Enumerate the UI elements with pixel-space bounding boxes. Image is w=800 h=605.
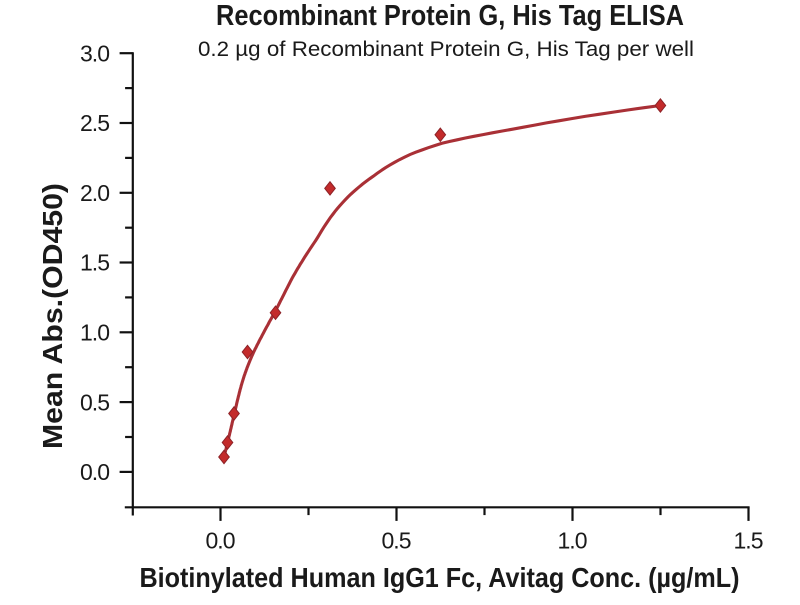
svg-text:Mean Abs.(OD450): Mean Abs.(OD450) [37,183,68,449]
svg-text:1.5: 1.5 [80,250,110,276]
svg-text:Biotinylated Human IgG1 Fc, Av: Biotinylated Human IgG1 Fc, Avitag Conc.… [140,562,740,593]
svg-text:1.0: 1.0 [80,320,110,346]
svg-text:2.5: 2.5 [80,110,110,136]
svg-text:Recombinant Protein G, His Tag: Recombinant Protein G, His Tag ELISA [216,0,684,32]
svg-text:2.0: 2.0 [80,180,110,206]
svg-text:0.5: 0.5 [382,528,412,554]
svg-text:0.2 µg of Recombinant Protein: 0.2 µg of Recombinant Protein G, His Tag… [198,37,694,61]
svg-text:0.5: 0.5 [80,389,110,415]
svg-text:0.0: 0.0 [80,459,110,485]
svg-text:1.5: 1.5 [734,528,764,554]
svg-text:0.0: 0.0 [206,528,236,554]
svg-text:1.0: 1.0 [558,528,588,554]
svg-text:3.0: 3.0 [80,40,110,66]
